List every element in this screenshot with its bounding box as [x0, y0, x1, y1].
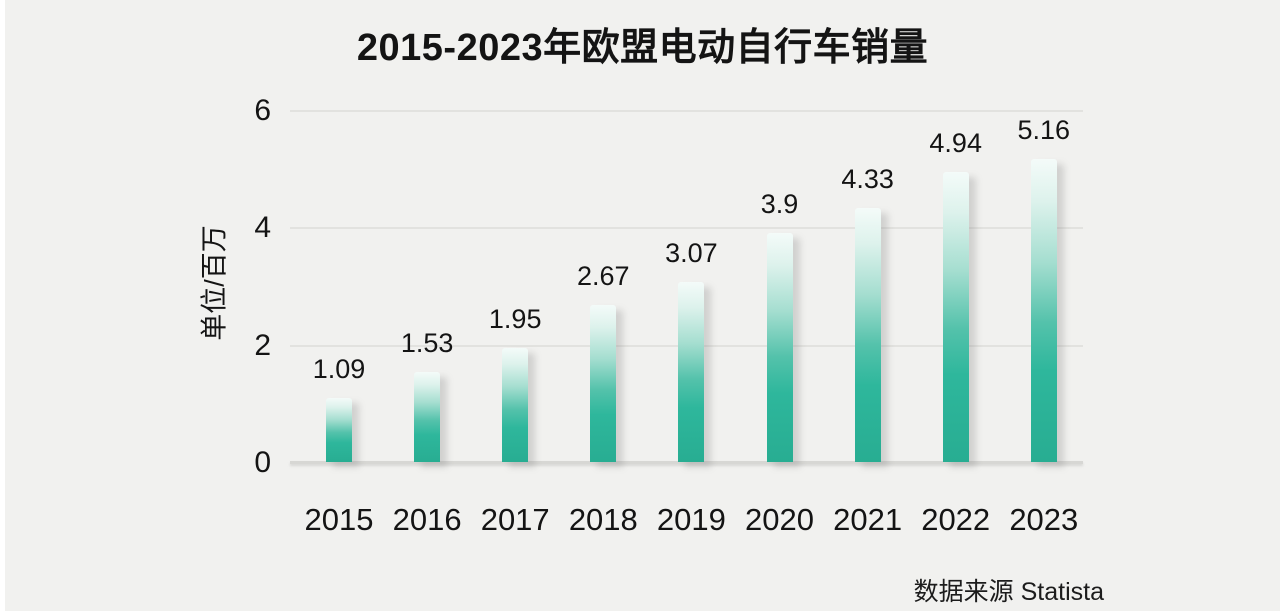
- bar-2016: [414, 372, 441, 462]
- y-tick-label-0: 0: [254, 446, 271, 479]
- bar-2018: [590, 305, 617, 462]
- source-note: 数据来源 Statista: [913, 578, 1104, 606]
- bar-value-2018: 2.67: [577, 261, 630, 292]
- x-label-2016: 2016: [392, 502, 462, 537]
- bar-value-2015: 1.09: [312, 354, 366, 385]
- bar-value-2022: 4.94: [929, 128, 982, 159]
- bar-value-2021: 4.33: [841, 163, 894, 194]
- bar-2020: [766, 233, 793, 462]
- bar-2023: [1030, 159, 1057, 462]
- y-tick-label-6: 6: [254, 94, 271, 127]
- plot-area: 1.09 2015 1.53 2016 1.95 2017 2.67 2018 3.07 2019…: [290, 110, 1083, 537]
- x-label-2018: 2018: [568, 502, 638, 537]
- bar-2022: [942, 172, 969, 462]
- chart-title: 2015-2023年欧盟电动自行车销量: [356, 27, 929, 69]
- bar-value-2023: 5.16: [1017, 115, 1071, 146]
- x-label-2019: 2019: [656, 502, 726, 537]
- bar-2017: [502, 347, 529, 462]
- x-label-2020: 2020: [745, 502, 814, 537]
- x-label-2022: 2022: [921, 502, 991, 537]
- bar-2015: [326, 398, 352, 462]
- x-label-2023: 2023: [1009, 502, 1079, 537]
- x-label-2015: 2015: [304, 502, 374, 537]
- bar-value-2019: 3.07: [665, 237, 718, 268]
- gridline-y6: [290, 110, 1083, 112]
- x-axis-line: [290, 461, 1083, 464]
- bar-value-2016: 1.53: [400, 328, 454, 359]
- x-label-2017: 2017: [480, 502, 550, 537]
- y-tick-label-4: 4: [254, 211, 271, 245]
- bar-value-2017: 1.95: [488, 303, 542, 334]
- x-label-2021: 2021: [833, 502, 903, 537]
- y-tick-label-2: 2: [254, 328, 271, 362]
- bar-value-2020: 3.9: [760, 189, 799, 220]
- bar-2019: [678, 281, 705, 462]
- gridline-y4: [290, 227, 1083, 230]
- bar-2021: [854, 207, 881, 462]
